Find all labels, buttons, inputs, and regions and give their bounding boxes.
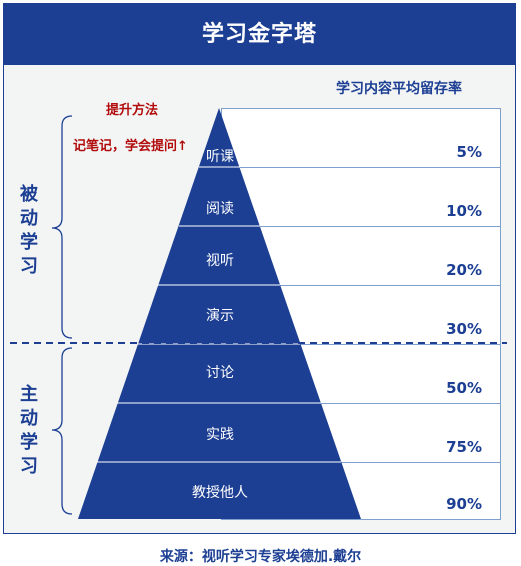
method-title: 提升方法	[106, 103, 159, 118]
group-label-active: 主动学习	[20, 384, 38, 477]
source-note: 来源：视听学习专家埃德加.戴尔	[159, 549, 362, 565]
layer-label-discuss: 讨论	[206, 365, 234, 381]
layer-label-read: 阅读	[206, 201, 234, 217]
layer-label-listen: 听课	[206, 149, 234, 165]
pyramid-shape	[78, 108, 361, 519]
layer-label-demo: 演示	[206, 308, 234, 324]
rate-practice: 75%	[446, 438, 482, 456]
rate-discuss: 50%	[446, 379, 482, 397]
method-text: 记笔记，学会提问↑	[73, 139, 188, 154]
rate-audiovisual: 20%	[446, 261, 482, 279]
active-brace	[51, 347, 73, 515]
layer-label-practice: 实践	[206, 427, 234, 443]
layer-label-teach: 教授他人	[192, 485, 248, 501]
passive-brace	[51, 115, 73, 339]
column-title: 学习内容平均留存率	[336, 81, 462, 97]
rate-demo: 30%	[446, 320, 482, 338]
group-label-passive: 被动学习	[20, 184, 38, 277]
diagram-title: 学习金字塔	[4, 4, 515, 65]
layer-label-audiovisual: 视听	[206, 253, 234, 269]
rate-box-read: 10%	[221, 167, 501, 227]
rate-teach: 90%	[446, 495, 482, 513]
rate-listen: 5%	[456, 143, 482, 161]
rate-read: 10%	[446, 202, 482, 220]
